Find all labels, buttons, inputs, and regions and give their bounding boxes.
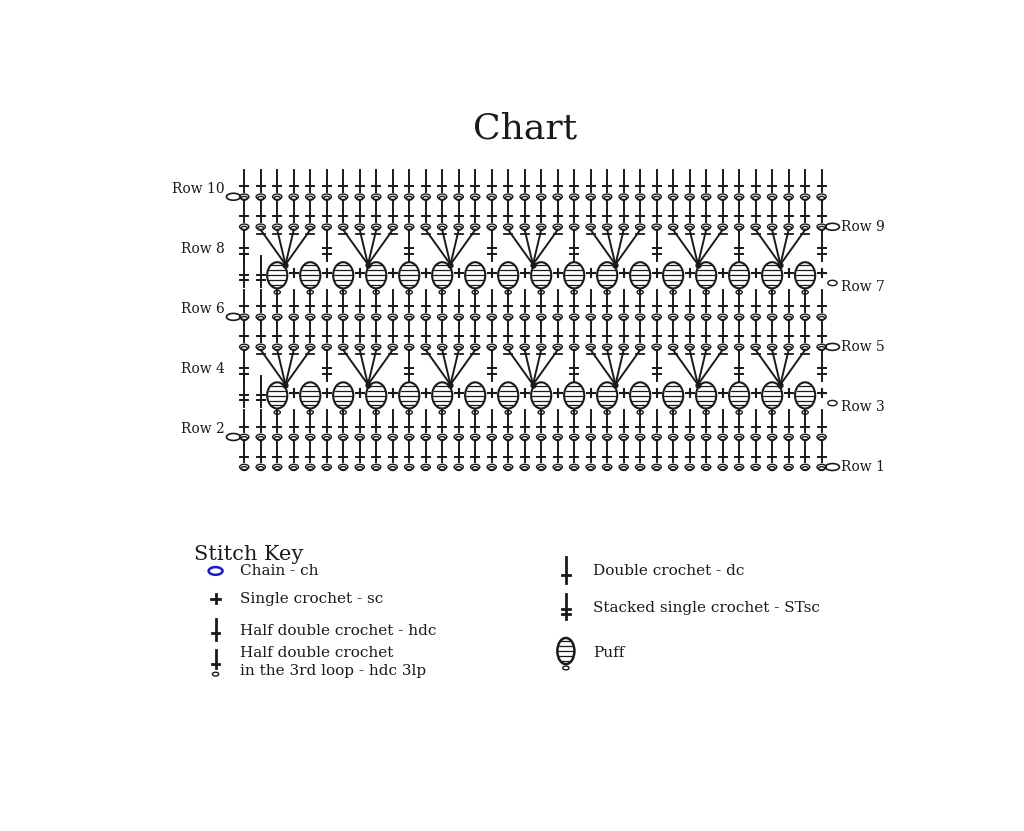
Text: Single crochet - sc: Single crochet - sc [241,592,384,606]
Text: Row 9: Row 9 [841,219,885,234]
Text: Chart: Chart [473,112,577,146]
Text: Row 4: Row 4 [181,362,225,376]
Text: Row 7: Row 7 [841,280,885,294]
Text: Row 8: Row 8 [181,242,225,256]
Text: Row 3: Row 3 [841,400,885,414]
Text: Double crochet - dc: Double crochet - dc [593,564,744,578]
Text: Half double crochet - hdc: Half double crochet - hdc [241,624,437,638]
Text: Half double crochet
in the 3rd loop - hdc 3lp: Half double crochet in the 3rd loop - hd… [241,646,427,678]
Text: Stacked single crochet - STsc: Stacked single crochet - STsc [593,601,820,615]
Text: Chain - ch: Chain - ch [241,564,318,578]
Text: Puff: Puff [593,646,625,660]
Text: Row 5: Row 5 [841,340,885,354]
Text: Stitch Key: Stitch Key [194,545,303,563]
Text: Row 1: Row 1 [841,460,885,474]
Text: Row 2: Row 2 [181,422,225,436]
Text: Row 10: Row 10 [172,182,225,196]
Text: Row 6: Row 6 [181,302,225,316]
